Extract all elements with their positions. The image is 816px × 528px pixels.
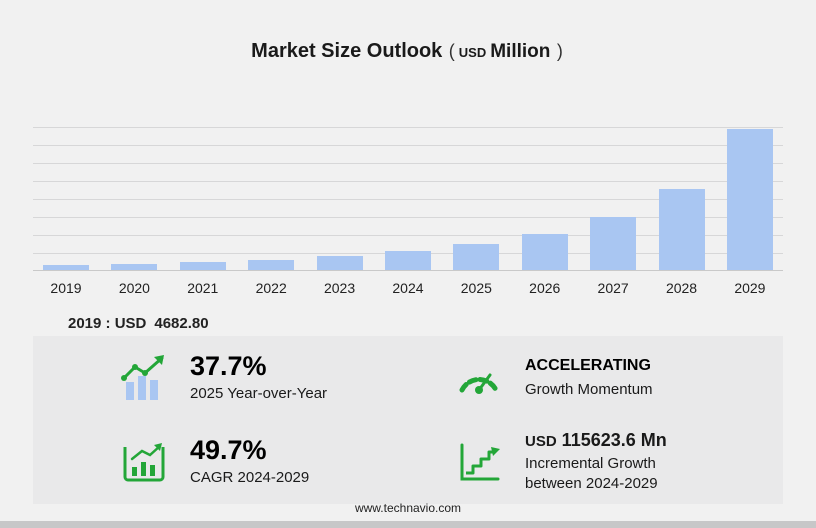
incremental-currency: USD: [525, 432, 557, 450]
footer-url: www.technavio.com: [354, 501, 462, 515]
stat-momentum-text: ACCELERATING Growth Momentum: [525, 356, 653, 400]
bar-2027: [590, 217, 637, 270]
bar-slot-2024: [384, 251, 431, 270]
base-year-annotation: 2019 : USD 4682.80: [68, 315, 209, 332]
bar-slot-2027: [590, 217, 637, 270]
momentum-value: ACCELERATING: [525, 356, 651, 374]
bar-2021: [179, 262, 226, 270]
bar-slot-2021: [179, 262, 226, 270]
title-unit-text: Million: [490, 41, 551, 62]
market-size-bar-chart: 2019 2020 2021 2022 2023 2024 2025 2026 2027 2028…: [33, 127, 783, 296]
bar-2028: [658, 189, 705, 270]
x-tick-2021: 2021: [187, 280, 219, 296]
title-unit-currency: USD: [458, 45, 487, 60]
yoy-value: 37.7%: [190, 350, 267, 381]
bar-slot-2023: [316, 256, 363, 270]
x-axis-labels: 2019 2020 2021 2022 2023 2024 2025 2026 2027 2028…: [33, 280, 783, 296]
plot-area: [33, 127, 783, 271]
incremental-value-line: USD 115623.6 Mn: [525, 430, 667, 451]
bar-slot-2025: [453, 244, 500, 270]
bar-2029: [726, 129, 773, 270]
cagr-value: 49.7%: [190, 434, 267, 465]
x-tick-2027: 2027: [597, 280, 629, 296]
footer-bar: [0, 521, 816, 528]
stat-momentum: ACCELERATING Growth Momentum: [408, 336, 783, 420]
stat-cagr-text: 49.7% CAGR 2024-2029: [190, 434, 310, 489]
stat-yoy-text: 37.7% 2025 Year-over-Year: [190, 350, 328, 405]
stat-cagr: 49.7% CAGR 2024-2029: [33, 420, 408, 504]
incremental-label-line1: Incremental Growth: [525, 454, 656, 472]
x-tick-2022: 2022: [255, 280, 287, 296]
bar-slot-2019: [43, 265, 89, 270]
bar-2025: [453, 244, 500, 270]
x-tick-2020: 2020: [118, 280, 150, 296]
bar-2020: [111, 264, 158, 270]
base-year-label: 2019 : USD: [68, 315, 147, 332]
cagr-label: CAGR 2024-2029: [190, 469, 310, 487]
bar-slot-2020: [111, 264, 158, 270]
chart-frame-icon: [118, 438, 170, 486]
page-title: Market Size Outlook (USD Million ): [0, 40, 816, 63]
bar-2026: [521, 234, 568, 270]
yoy-label: 2025 Year-over-Year: [190, 385, 328, 403]
bar-2019: [43, 265, 89, 270]
bar-chart-growth-icon: [118, 354, 170, 402]
bar-2024: [384, 251, 431, 270]
bar-slot-2029: [726, 129, 773, 270]
x-tick-2026: 2026: [529, 280, 561, 296]
x-tick-2025: 2025: [460, 280, 492, 296]
stats-panel: 37.7% 2025 Year-over-Year ACCELERATING G…: [33, 336, 783, 504]
x-tick-2028: 2028: [665, 280, 698, 296]
incremental-value: 115623.6 Mn: [561, 429, 667, 450]
x-tick-2023: 2023: [323, 280, 356, 296]
stat-incremental: USD 115623.6 Mn Incremental Growth betwee…: [408, 420, 783, 504]
bar-2022: [248, 260, 295, 270]
bar-slot-2028: [658, 189, 705, 270]
momentum-label: Growth Momentum: [525, 380, 653, 398]
incremental-label-line2: between 2024-2029: [525, 475, 658, 492]
speedometer-icon: [453, 354, 505, 402]
bar-2023: [316, 256, 363, 270]
title-paren-close: ): [556, 41, 563, 61]
x-tick-2029: 2029: [734, 280, 766, 296]
stat-incremental-text: USD 115623.6 Mn Incremental Growth betwee…: [525, 430, 667, 495]
base-year-value: 4682.80: [154, 315, 209, 332]
title-paren-open: (: [448, 41, 455, 61]
title-text: Market Size Outlook: [251, 40, 443, 62]
bar-slot-2022: [248, 260, 295, 270]
step-growth-icon: [453, 438, 505, 486]
x-tick-2019: 2019: [50, 280, 82, 296]
bar-slot-2026: [521, 234, 568, 270]
stat-yoy: 37.7% 2025 Year-over-Year: [33, 336, 408, 420]
x-tick-2024: 2024: [392, 280, 424, 296]
